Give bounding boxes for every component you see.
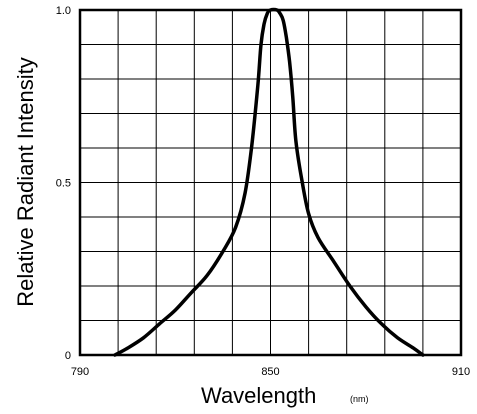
y-tick-label: 0 <box>65 350 71 362</box>
y-tick-label: 1.0 <box>56 5 71 17</box>
y-axis-title: Relative Radiant Intensity <box>13 57 38 306</box>
x-axis-unit: (nm) <box>350 394 369 404</box>
series-line <box>113 7 425 357</box>
x-tick-label: 910 <box>452 366 470 378</box>
x-tick-label: 790 <box>71 366 89 378</box>
y-tick-label: 0.5 <box>56 178 71 190</box>
x-tick-label: 850 <box>261 366 279 378</box>
x-tick-labels: 790 850 910 <box>71 366 470 378</box>
grid <box>80 10 461 355</box>
x-axis-title: Wavelength <box>201 383 316 408</box>
y-tick-labels: 0 0.5 1.0 <box>56 5 71 362</box>
